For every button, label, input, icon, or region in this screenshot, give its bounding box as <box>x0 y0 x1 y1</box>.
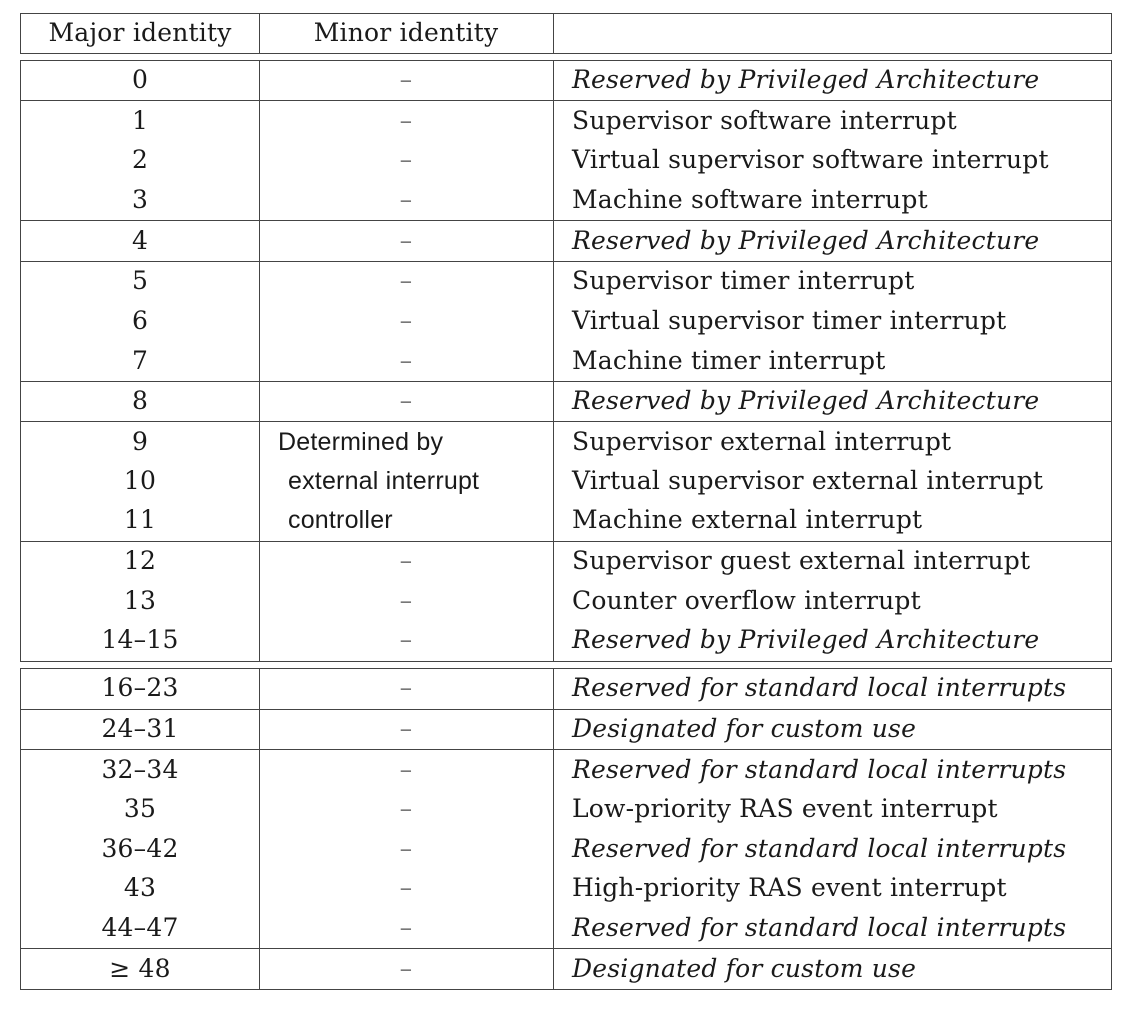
major-identity: 43 <box>123 873 157 902</box>
minor-identity: – <box>399 755 413 784</box>
major-identity: 7 <box>131 346 149 375</box>
description: Counter overflow interrupt <box>572 586 921 615</box>
minor-identity: – <box>399 834 413 863</box>
table-rule <box>20 60 1112 61</box>
table-rule <box>553 13 554 53</box>
minor-identity: – <box>399 106 413 135</box>
column-header-major: Major identity <box>48 18 232 47</box>
table-rule <box>20 668 1112 669</box>
major-identity: 32–34 <box>101 755 179 784</box>
minor-identity: – <box>399 586 413 615</box>
table-rule <box>259 13 260 53</box>
minor-identity: – <box>399 226 413 255</box>
major-identity: 1 <box>131 106 149 135</box>
description: Supervisor external interrupt <box>572 427 952 456</box>
minor-identity: controller <box>288 506 393 534</box>
minor-identity: – <box>399 794 413 823</box>
minor-identity: external interrupt <box>288 467 480 495</box>
description: Designated for custom use <box>572 954 917 983</box>
table-rule <box>259 668 260 989</box>
major-identity: 2 <box>131 145 149 174</box>
table-rule <box>1111 60 1112 661</box>
minor-identity: – <box>399 714 413 743</box>
description: Supervisor guest external interrupt <box>572 546 1031 575</box>
major-identity: 11 <box>123 505 157 534</box>
description: Reserved by Privileged Architecture <box>572 65 1040 94</box>
table-rule <box>553 60 554 661</box>
major-identity: 9 <box>131 427 149 456</box>
table-rule <box>20 13 21 53</box>
table-rule <box>20 100 1112 101</box>
major-identity: 24–31 <box>101 714 179 743</box>
minor-identity: – <box>399 546 413 575</box>
table-rule <box>20 541 1112 542</box>
minor-identity: – <box>399 266 413 295</box>
description: Reserved by Privileged Architecture <box>572 386 1040 415</box>
major-identity: 4 <box>131 226 149 255</box>
description: Virtual supervisor timer interrupt <box>572 306 1007 335</box>
description: Reserved for standard local interrupts <box>572 755 1067 784</box>
minor-identity: – <box>399 185 413 214</box>
minor-identity: – <box>399 873 413 902</box>
table-rule <box>20 989 1112 990</box>
description: Supervisor timer interrupt <box>572 266 915 295</box>
description: Low-priority RAS event interrupt <box>572 794 998 823</box>
table-rule <box>20 948 1112 949</box>
table-rule <box>20 13 1112 14</box>
major-identity: 14–15 <box>101 625 179 654</box>
table-rule <box>553 668 554 989</box>
major-identity: 6 <box>131 306 149 335</box>
table-rule <box>20 668 21 989</box>
description: Designated for custom use <box>572 714 917 743</box>
major-identity: 44–47 <box>101 913 179 942</box>
major-identity: 10 <box>123 466 157 495</box>
description: Reserved by Privileged Architecture <box>572 625 1040 654</box>
major-identity: ≥ 48 <box>109 954 171 983</box>
description: Reserved for standard local interrupts <box>572 673 1067 702</box>
table-rule <box>20 60 21 661</box>
minor-identity: – <box>399 306 413 335</box>
table-rule <box>1111 13 1112 53</box>
description: Supervisor software interrupt <box>572 106 957 135</box>
table-rule <box>20 381 1112 382</box>
table-rule <box>20 661 1112 662</box>
major-identity: 8 <box>131 386 149 415</box>
major-identity: 13 <box>123 586 157 615</box>
table-rule <box>20 53 1112 54</box>
minor-identity: – <box>399 145 413 174</box>
description: Reserved for standard local interrupts <box>572 834 1067 863</box>
major-identity: 16–23 <box>101 673 179 702</box>
table-rule <box>259 60 260 661</box>
description: Reserved by Privileged Architecture <box>572 226 1040 255</box>
description: High-priority RAS event interrupt <box>572 873 1007 902</box>
major-identity: 35 <box>123 794 157 823</box>
table-rule <box>20 261 1112 262</box>
minor-identity: – <box>399 673 413 702</box>
description: Machine timer interrupt <box>572 346 886 375</box>
minor-identity: – <box>399 913 413 942</box>
table-rule <box>20 421 1112 422</box>
minor-identity: – <box>399 65 413 94</box>
description: Reserved for standard local interrupts <box>572 913 1067 942</box>
major-identity: 36–42 <box>101 834 179 863</box>
minor-identity: – <box>399 954 413 983</box>
major-identity: 5 <box>131 266 149 295</box>
major-identity: 3 <box>131 185 149 214</box>
table-rule <box>20 749 1112 750</box>
description: Machine software interrupt <box>572 185 928 214</box>
major-identity: 12 <box>123 546 157 575</box>
minor-identity: – <box>399 346 413 375</box>
table-rule <box>20 709 1112 710</box>
major-identity: 0 <box>131 65 149 94</box>
description: Virtual supervisor software interrupt <box>572 145 1049 174</box>
minor-identity: – <box>399 386 413 415</box>
description: Virtual supervisor external interrupt <box>572 466 1044 495</box>
column-header-minor: Minor identity <box>313 18 499 47</box>
minor-identity: – <box>399 625 413 654</box>
table-rule <box>1111 668 1112 989</box>
description: Machine external interrupt <box>572 505 923 534</box>
table-rule <box>20 220 1112 221</box>
minor-identity: Determined by <box>278 428 444 456</box>
